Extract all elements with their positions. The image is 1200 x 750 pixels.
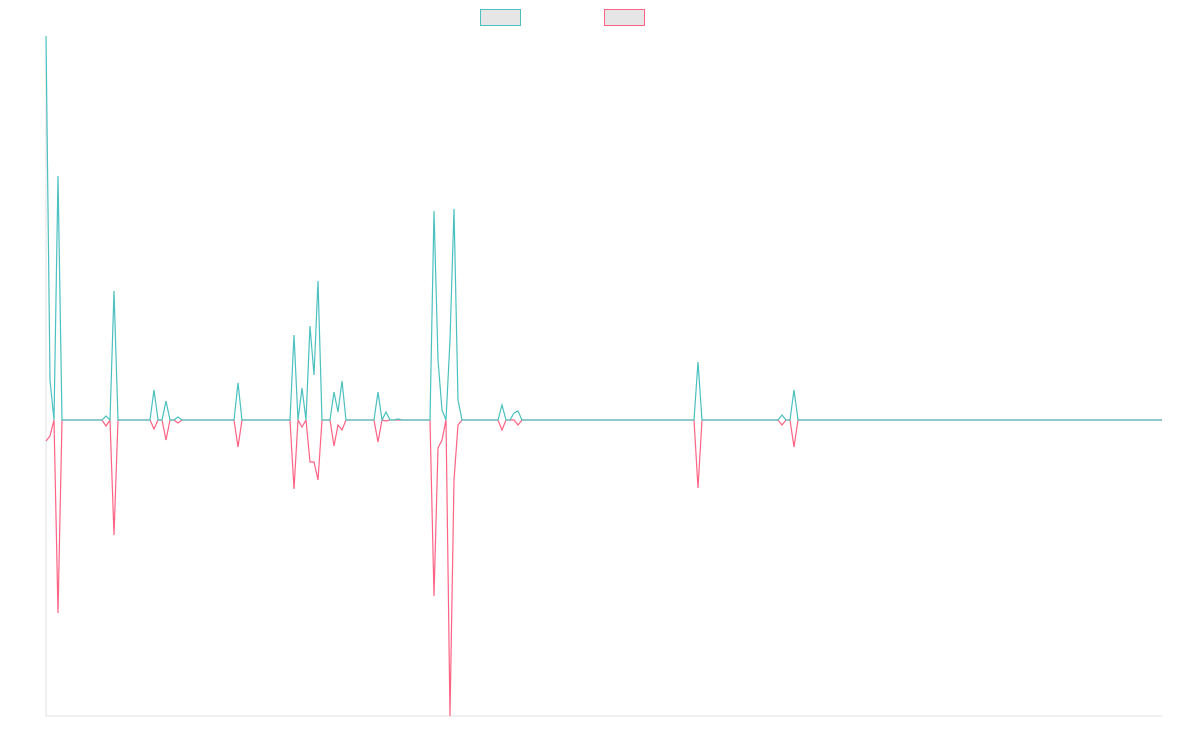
series-line <box>45 35 1162 422</box>
series-line <box>45 417 1162 717</box>
legend-swatch[interactable] <box>604 9 645 26</box>
legend-swatch[interactable] <box>480 9 521 26</box>
